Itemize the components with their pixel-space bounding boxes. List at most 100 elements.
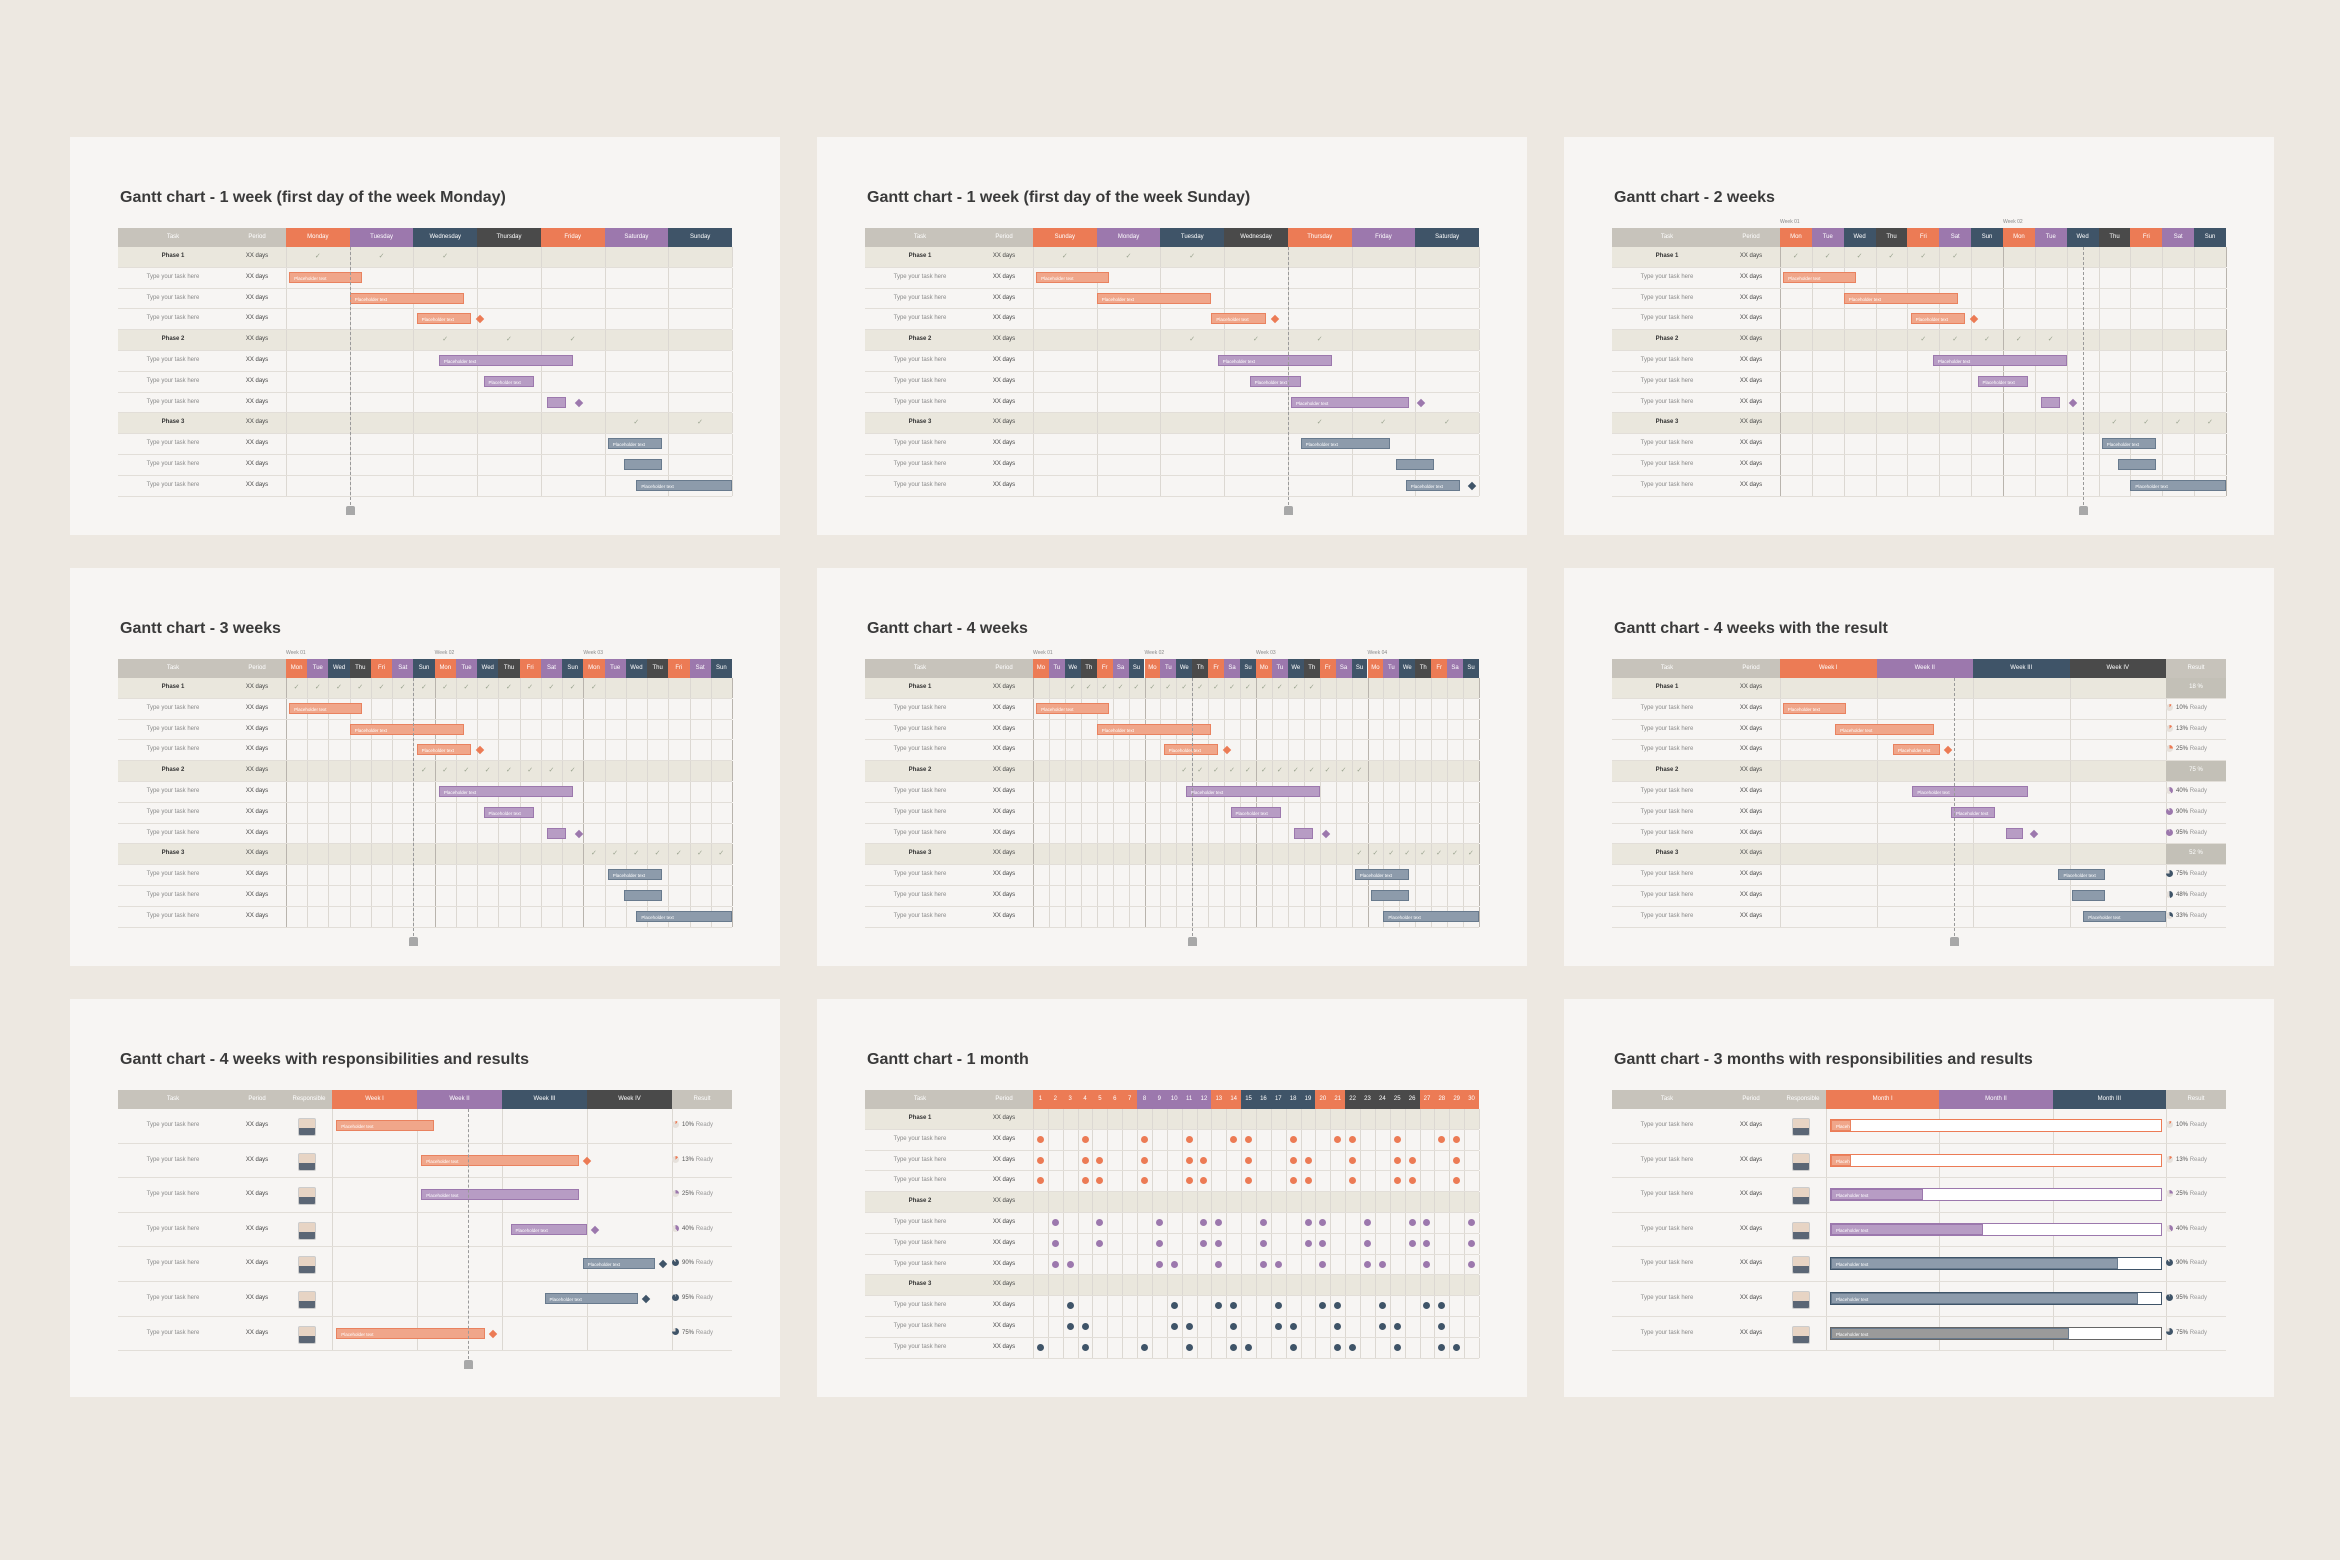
task-name[interactable]: Type your task here [1640,377,1694,384]
task-day-dot[interactable] [1215,1239,1223,1247]
task-name[interactable]: Type your task here [146,1156,200,1163]
progress-fill[interactable]: Placeholder text [1831,1258,2119,1270]
task-name[interactable]: Type your task here [893,1302,947,1309]
task-bar[interactable]: Placeholder text [1211,313,1266,325]
progress-fill[interactable]: Placeholder text [1831,1223,1983,1235]
task-name[interactable]: Type your task here [893,1156,947,1163]
task-day-dot[interactable] [1200,1239,1208,1247]
task-day-dot[interactable] [1274,1322,1282,1330]
task-name[interactable]: Type your task here [893,746,947,753]
task-day-dot[interactable] [1051,1218,1059,1226]
task-name[interactable]: Type your task here [1640,787,1694,794]
task-day-dot[interactable] [1230,1322,1238,1330]
task-bar[interactable]: Placeholder text [510,1223,587,1235]
task-name[interactable]: Type your task here [146,912,200,919]
progress-fill[interactable]: Placeholder text [1831,1154,1851,1166]
task-day-dot[interactable] [1155,1218,1163,1226]
task-day-dot[interactable] [1185,1343,1193,1351]
task-name[interactable]: Type your task here [1640,440,1694,447]
today-marker-icon[interactable] [1188,936,1198,946]
task-name[interactable]: Type your task here [1640,315,1694,322]
milestone-diamond-icon[interactable] [590,1225,600,1235]
task-bar[interactable]: Placeholder text [582,1258,655,1270]
task-name[interactable]: Type your task here [893,460,947,467]
today-marker-icon[interactable] [2078,505,2088,515]
task-name[interactable]: Type your task here [893,1343,947,1350]
task-bar[interactable]: Placeholder text [1036,271,1110,283]
task-bar[interactable]: Placeholder text [1950,806,1996,818]
task-bar[interactable]: Placeholder text [2058,869,2106,881]
task-day-dot[interactable] [1408,1156,1416,1164]
task-bar[interactable]: Placeholder text [1354,869,1409,881]
task-bar[interactable]: Placeholder text [1932,354,2067,366]
progress-fill[interactable]: Placeholder text [1831,1120,1851,1131]
task-day-dot[interactable] [1408,1177,1416,1185]
task-bar[interactable]: Placeholder text [2130,479,2226,491]
task-name[interactable]: Type your task here [1640,1156,1694,1163]
task-name[interactable]: Type your task here [146,1294,200,1301]
task-day-dot[interactable] [1453,1343,1461,1351]
task-name[interactable]: Type your task here [146,460,200,467]
task-name[interactable]: Type your task here [1640,725,1694,732]
task-day-dot[interactable] [1364,1239,1371,1247]
task-day-dot[interactable] [1200,1218,1208,1226]
milestone-diamond-icon[interactable] [582,1156,591,1165]
task-day-dot[interactable] [1141,1135,1148,1143]
task-day-dot[interactable] [1378,1322,1386,1330]
task-day-dot[interactable] [1096,1156,1104,1164]
task-day-dot[interactable] [1066,1322,1074,1330]
task-day-dot[interactable] [1081,1322,1089,1330]
task-name[interactable]: Type your task here [893,294,947,301]
task-name[interactable]: Type your task here [893,398,947,405]
task-name[interactable]: Type your task here [893,871,947,878]
task-day-dot[interactable] [1170,1260,1178,1268]
task-name[interactable]: Type your task here [146,829,200,836]
task-name[interactable]: Type your task here [893,356,947,363]
milestone-diamond-icon[interactable] [1417,398,1426,407]
task-day-dot[interactable] [1036,1156,1044,1164]
task-day-dot[interactable] [1036,1177,1044,1185]
task-bar[interactable] [2006,827,2023,839]
task-name[interactable]: Type your task here [1640,356,1694,363]
task-bar[interactable]: Placeholder text [2083,910,2166,922]
task-bar[interactable]: Placeholder text [336,1327,485,1339]
milestone-diamond-icon[interactable] [1944,746,1953,755]
task-day-dot[interactable] [1096,1177,1104,1185]
task-name[interactable]: Type your task here [893,704,947,711]
task-bar[interactable]: Placeholder text [1910,313,1965,325]
task-day-dot[interactable] [1378,1260,1386,1268]
task-name[interactable]: Type your task here [1640,871,1694,878]
task-day-dot[interactable] [1334,1135,1342,1143]
task-day-dot[interactable] [1438,1135,1446,1143]
milestone-diamond-icon[interactable] [1468,481,1477,491]
task-day-dot[interactable] [1245,1177,1253,1185]
task-day-dot[interactable] [1304,1177,1312,1185]
task-day-dot[interactable] [1468,1239,1476,1247]
task-bar[interactable]: Placeholder text [1843,292,1959,304]
task-bar[interactable]: Placeholder text [1185,785,1320,797]
task-name[interactable]: Type your task here [146,725,200,732]
milestone-diamond-icon[interactable] [658,1260,668,1269]
task-name[interactable]: Type your task here [1640,808,1694,815]
task-bar[interactable] [547,827,567,839]
task-day-dot[interactable] [1274,1302,1282,1310]
task-name[interactable]: Type your task here [146,1329,200,1336]
task-name[interactable]: Type your task here [146,481,200,488]
task-bar[interactable] [1396,458,1435,470]
task-name[interactable]: Type your task here [146,356,200,363]
task-bar[interactable]: Placeholder text [1912,785,2029,797]
task-name[interactable]: Type your task here [146,377,200,384]
task-day-dot[interactable] [1141,1177,1148,1185]
task-bar[interactable] [1294,827,1314,839]
task-bar[interactable] [623,889,662,901]
task-day-dot[interactable] [1393,1135,1401,1143]
milestone-diamond-icon[interactable] [1321,829,1331,838]
task-day-dot[interactable] [1349,1156,1357,1164]
task-day-dot[interactable] [1259,1239,1267,1247]
task-bar[interactable] [623,458,662,470]
task-bar[interactable]: Placeholder text [1893,744,1940,756]
milestone-diamond-icon[interactable] [574,829,584,838]
task-day-dot[interactable] [1319,1302,1327,1310]
task-bar[interactable]: Placeholder text [607,438,662,450]
task-day-dot[interactable] [1066,1302,1074,1310]
